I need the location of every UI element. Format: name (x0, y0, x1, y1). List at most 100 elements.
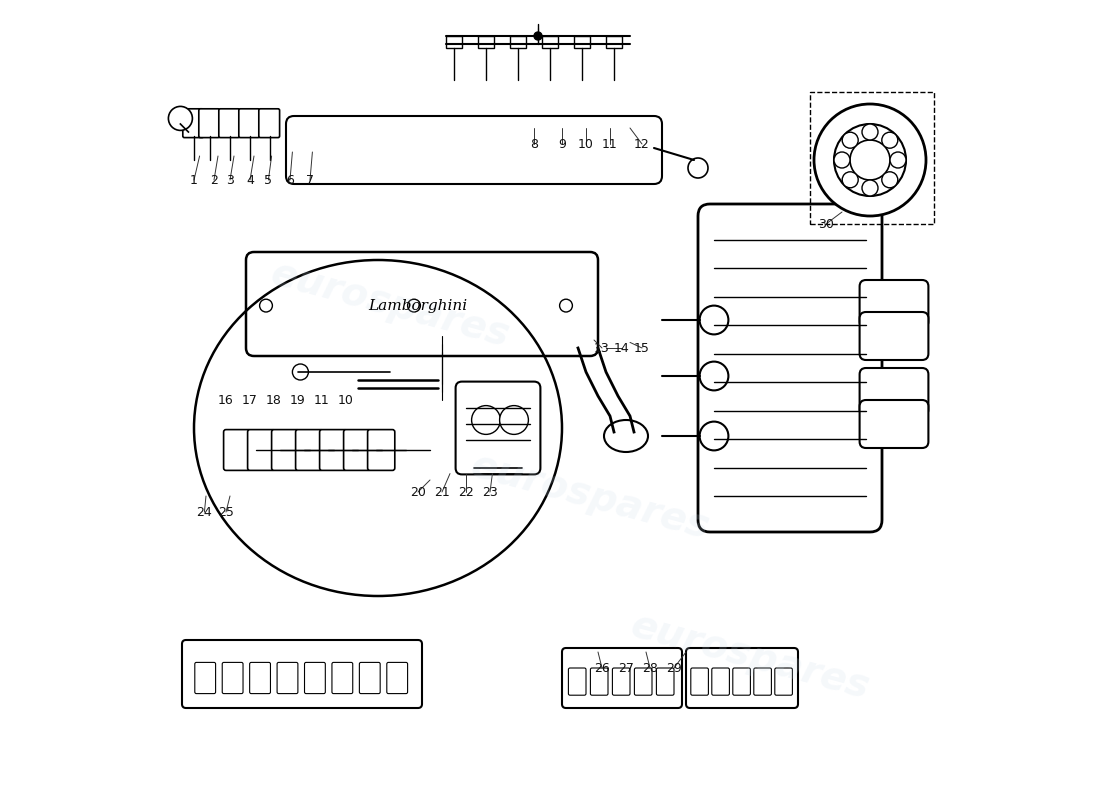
Circle shape (850, 140, 890, 180)
FancyBboxPatch shape (286, 116, 662, 184)
Circle shape (700, 362, 728, 390)
Circle shape (700, 422, 728, 450)
FancyBboxPatch shape (446, 36, 462, 48)
Circle shape (408, 299, 420, 312)
FancyBboxPatch shape (199, 109, 220, 138)
Circle shape (862, 180, 878, 196)
FancyBboxPatch shape (360, 662, 381, 694)
Circle shape (700, 306, 728, 334)
Text: 12: 12 (634, 138, 650, 150)
FancyBboxPatch shape (429, 126, 463, 174)
FancyBboxPatch shape (258, 109, 279, 138)
Text: 2: 2 (210, 174, 218, 186)
Text: 9: 9 (558, 138, 565, 150)
Circle shape (472, 406, 500, 434)
Text: 18: 18 (266, 394, 282, 406)
FancyBboxPatch shape (574, 36, 590, 48)
Text: 4: 4 (246, 174, 254, 186)
FancyBboxPatch shape (859, 280, 928, 328)
FancyBboxPatch shape (613, 668, 630, 695)
FancyBboxPatch shape (305, 662, 326, 694)
Text: 25: 25 (218, 506, 234, 518)
FancyBboxPatch shape (774, 668, 792, 695)
FancyBboxPatch shape (754, 668, 771, 695)
Text: 10: 10 (338, 394, 354, 406)
FancyBboxPatch shape (343, 430, 371, 470)
Circle shape (260, 299, 273, 312)
FancyBboxPatch shape (549, 126, 583, 174)
Text: 7: 7 (306, 174, 313, 186)
FancyBboxPatch shape (222, 662, 243, 694)
Text: 8: 8 (530, 138, 538, 150)
FancyBboxPatch shape (606, 36, 621, 48)
FancyBboxPatch shape (223, 430, 251, 470)
FancyBboxPatch shape (686, 648, 798, 708)
Text: 11: 11 (315, 394, 330, 406)
FancyBboxPatch shape (590, 126, 623, 174)
FancyBboxPatch shape (591, 668, 608, 695)
FancyBboxPatch shape (250, 662, 271, 694)
FancyBboxPatch shape (389, 126, 422, 174)
FancyBboxPatch shape (691, 668, 708, 695)
Text: 3: 3 (227, 174, 234, 186)
FancyBboxPatch shape (332, 662, 353, 694)
FancyBboxPatch shape (248, 430, 275, 470)
Bar (810, 92, 934, 224)
Text: 23: 23 (482, 486, 498, 498)
Circle shape (534, 32, 542, 40)
Text: 10: 10 (579, 138, 594, 150)
FancyBboxPatch shape (349, 126, 383, 174)
FancyBboxPatch shape (309, 126, 343, 174)
Text: 16: 16 (218, 394, 234, 406)
FancyBboxPatch shape (478, 36, 494, 48)
FancyBboxPatch shape (470, 126, 503, 174)
Circle shape (168, 106, 192, 130)
FancyBboxPatch shape (733, 668, 750, 695)
Text: 15: 15 (634, 342, 650, 354)
Circle shape (499, 406, 528, 434)
FancyBboxPatch shape (219, 109, 240, 138)
Circle shape (882, 172, 898, 188)
Circle shape (862, 124, 878, 140)
FancyBboxPatch shape (387, 662, 408, 694)
Circle shape (843, 132, 858, 148)
FancyBboxPatch shape (657, 668, 674, 695)
FancyBboxPatch shape (712, 668, 729, 695)
Text: Lamborghini: Lamborghini (368, 298, 468, 313)
Text: 13: 13 (594, 342, 609, 354)
Text: 14: 14 (614, 342, 630, 354)
FancyBboxPatch shape (455, 382, 540, 474)
Text: 26: 26 (594, 662, 609, 674)
Text: eurospares: eurospares (626, 606, 873, 706)
Circle shape (293, 364, 308, 380)
FancyBboxPatch shape (859, 368, 928, 416)
FancyBboxPatch shape (182, 640, 422, 708)
Circle shape (814, 104, 926, 216)
FancyBboxPatch shape (859, 312, 928, 360)
Text: 17: 17 (242, 394, 257, 406)
FancyBboxPatch shape (272, 430, 299, 470)
Text: 19: 19 (290, 394, 306, 406)
FancyBboxPatch shape (183, 109, 204, 138)
FancyBboxPatch shape (635, 668, 652, 695)
Text: 11: 11 (602, 138, 618, 150)
FancyBboxPatch shape (859, 400, 928, 448)
Text: 29: 29 (667, 662, 682, 674)
Ellipse shape (604, 420, 648, 452)
Text: 5: 5 (264, 174, 273, 186)
Text: 22: 22 (458, 486, 474, 498)
FancyBboxPatch shape (296, 430, 322, 470)
Circle shape (560, 299, 572, 312)
Circle shape (890, 152, 906, 168)
Text: 21: 21 (434, 486, 450, 498)
Text: 27: 27 (618, 662, 634, 674)
Text: 24: 24 (197, 506, 212, 518)
FancyBboxPatch shape (246, 252, 598, 356)
Circle shape (834, 152, 850, 168)
FancyBboxPatch shape (542, 36, 558, 48)
Text: eurospares: eurospares (466, 446, 714, 546)
FancyBboxPatch shape (509, 126, 542, 174)
Text: 20: 20 (410, 486, 426, 498)
Text: 28: 28 (642, 662, 658, 674)
Text: 30: 30 (818, 218, 834, 230)
